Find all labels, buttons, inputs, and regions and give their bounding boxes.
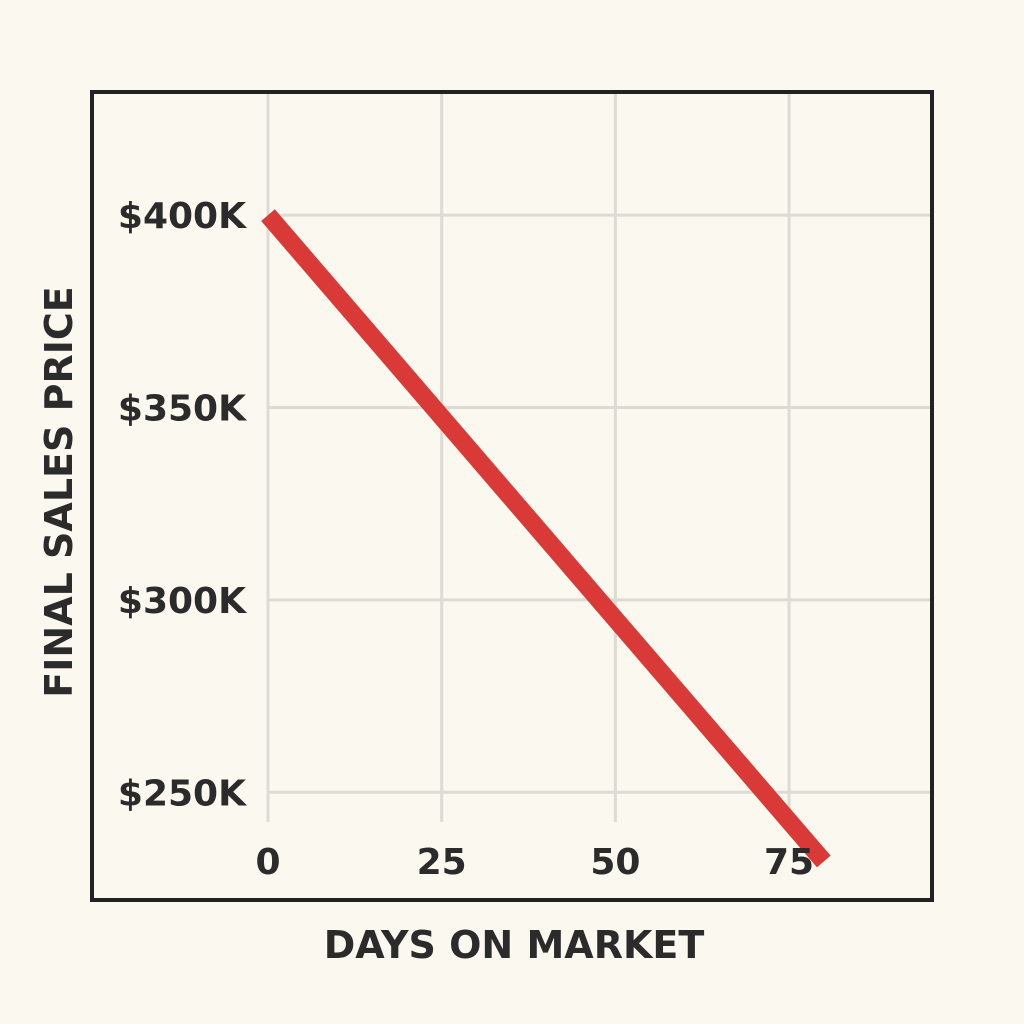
y-tick-label: $250K xyxy=(118,773,247,814)
x-tick-label: 0 xyxy=(255,842,280,883)
y-tick-label: $300K xyxy=(118,581,247,622)
y-axis-title: FINAL SALES PRICE xyxy=(37,286,81,697)
y-tick-labels: $250K $300K $350K $400K xyxy=(118,196,247,814)
x-tick-label: 50 xyxy=(590,842,640,883)
y-tick-label: $400K xyxy=(118,196,247,237)
x-tick-label: 25 xyxy=(417,842,467,883)
y-tick-label: $350K xyxy=(118,389,247,430)
series-line-0 xyxy=(261,209,831,868)
vertical-gridlines xyxy=(266,94,791,822)
x-tick-labels: 0 25 50 75 xyxy=(255,842,814,883)
series-group xyxy=(261,209,831,868)
horizontal-gridlines xyxy=(268,213,930,794)
plot-frame xyxy=(90,90,934,902)
x-tick-label: 75 xyxy=(764,842,814,883)
x-axis-title: DAYS ON MARKET xyxy=(324,923,705,967)
